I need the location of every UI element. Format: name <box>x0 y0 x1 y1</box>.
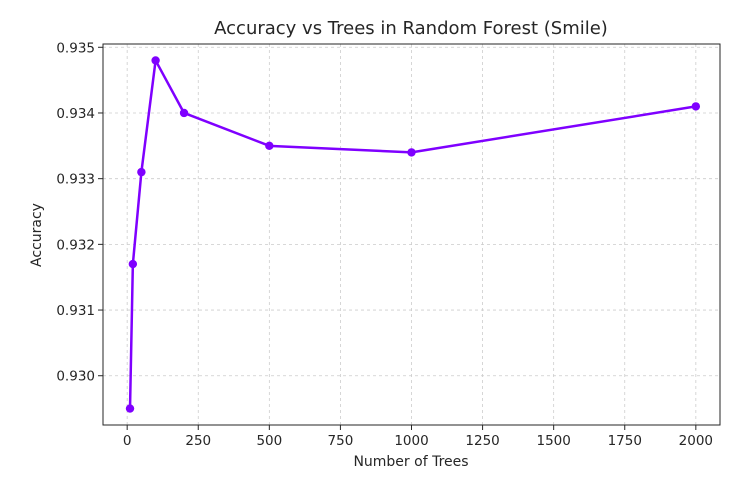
y-tick-label: 0.930 <box>56 369 95 385</box>
data-point <box>151 56 160 65</box>
x-tick-label: 500 <box>256 433 282 449</box>
tick-layer: 0 250 500 750 1000 1250 1500 1750 2000 0.930 0.931… <box>56 40 713 449</box>
x-tick-label: 1500 <box>536 433 570 449</box>
x-tick-label: 250 <box>185 433 211 449</box>
data-point <box>137 167 146 177</box>
x-tick-label: 1750 <box>608 433 642 449</box>
y-tick-label: 0.934 <box>56 106 95 122</box>
data-layer <box>125 56 701 413</box>
y-tick-label: 0.931 <box>56 303 95 319</box>
data-point <box>691 102 701 111</box>
chart-title: Accuracy vs Trees in Random Forest (Smil… <box>214 18 608 39</box>
data-point <box>128 259 138 269</box>
x-tick-label: 1250 <box>465 433 499 449</box>
x-tick-label: 1000 <box>394 433 428 449</box>
x-axis-label: Number of Trees <box>353 454 468 470</box>
series-line <box>128 59 697 409</box>
y-tick-label: 0.935 <box>56 40 95 56</box>
y-axis-label: Accuracy <box>29 203 45 267</box>
data-point <box>407 148 416 157</box>
data-point <box>125 404 135 413</box>
x-tick-label: 0 <box>123 433 132 449</box>
grid-layer <box>103 44 720 425</box>
x-tick-label: 2000 <box>679 433 713 449</box>
data-point <box>265 141 274 151</box>
y-tick-label: 0.933 <box>56 172 95 188</box>
y-tick-label: 0.932 <box>56 237 95 253</box>
data-point <box>179 108 189 118</box>
plot-frame <box>102 43 721 426</box>
x-tick-label: 750 <box>328 433 354 449</box>
